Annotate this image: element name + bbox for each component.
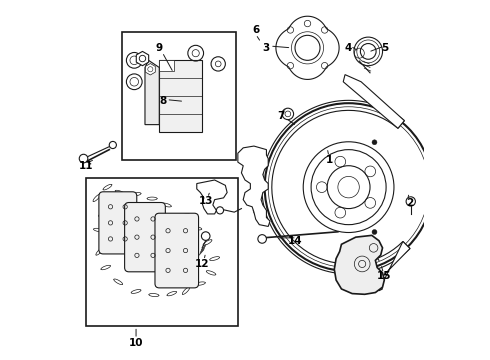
Circle shape: [217, 207, 223, 214]
Circle shape: [258, 235, 267, 243]
Circle shape: [201, 232, 210, 240]
Polygon shape: [377, 242, 410, 291]
Text: 4: 4: [345, 43, 352, 53]
FancyBboxPatch shape: [155, 213, 198, 288]
Text: 8: 8: [159, 96, 167, 107]
Text: 7: 7: [277, 111, 284, 121]
Circle shape: [79, 154, 88, 163]
Polygon shape: [145, 60, 159, 125]
Text: 2: 2: [406, 198, 413, 208]
Polygon shape: [276, 16, 339, 80]
Polygon shape: [197, 180, 227, 214]
Polygon shape: [146, 64, 155, 75]
Text: 5: 5: [381, 43, 388, 53]
Polygon shape: [343, 75, 404, 128]
Bar: [122, 32, 236, 160]
Text: 13: 13: [198, 197, 213, 206]
Text: 1: 1: [325, 156, 333, 165]
Text: 14: 14: [288, 236, 302, 246]
Circle shape: [372, 140, 377, 145]
Circle shape: [109, 141, 117, 149]
Polygon shape: [238, 146, 270, 226]
Polygon shape: [159, 60, 174, 71]
Polygon shape: [136, 51, 148, 66]
Text: 9: 9: [156, 43, 163, 53]
FancyBboxPatch shape: [124, 203, 165, 272]
Circle shape: [372, 230, 377, 234]
FancyBboxPatch shape: [99, 192, 137, 254]
Text: 3: 3: [263, 43, 270, 53]
Text: 15: 15: [377, 271, 392, 282]
Polygon shape: [159, 60, 202, 132]
Text: 6: 6: [252, 25, 259, 35]
Text: 11: 11: [79, 161, 93, 171]
Bar: [86, 178, 238, 327]
Polygon shape: [262, 100, 410, 274]
Polygon shape: [334, 235, 384, 294]
Text: 12: 12: [195, 259, 209, 269]
Text: 10: 10: [129, 338, 143, 347]
